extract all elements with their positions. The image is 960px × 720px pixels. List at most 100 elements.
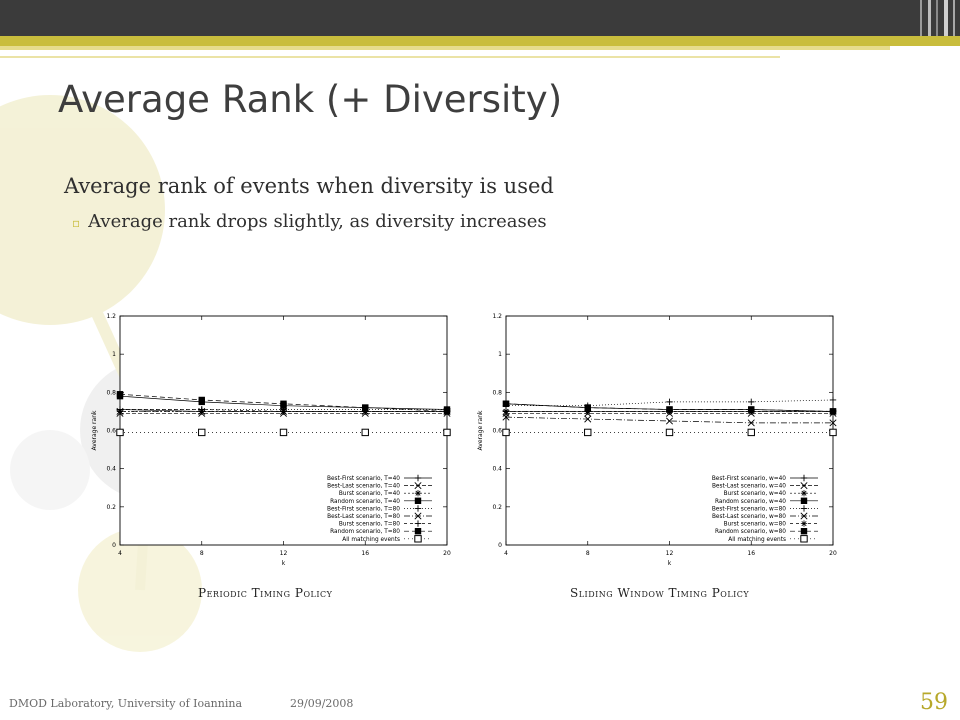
legend-marker <box>800 512 808 520</box>
legend-label: Best-Last scenario, T=80 <box>327 514 400 520</box>
legend-marker <box>414 535 422 543</box>
legend-label: Burst scenario, w=40 <box>724 491 787 497</box>
y-tick-label: 0.4 <box>106 466 116 473</box>
legend-label: All matching events <box>342 537 400 543</box>
y-tick-label: 0 <box>112 542 116 549</box>
legend-marker <box>414 520 422 527</box>
data-point <box>502 413 510 421</box>
y-tick-label: 0.6 <box>492 428 502 435</box>
series-line <box>506 399 834 407</box>
y-tick-label: 0.2 <box>492 504 502 511</box>
legend-marker <box>800 505 808 512</box>
data-point <box>584 415 592 423</box>
x-axis-label: k <box>282 560 286 567</box>
data-point <box>584 408 591 415</box>
legend-marker <box>414 482 422 490</box>
chart-periodic-timing-policy: 0 0.2 0.4 0.6 0.8 1 1.2 4 8 12 16 20 k Average rank Be… <box>91 313 451 567</box>
legend-marker <box>800 474 808 482</box>
data-point <box>666 398 673 406</box>
data-point <box>280 400 287 407</box>
legend-label: Burst scenario, T=80 <box>339 522 400 528</box>
legend-marker <box>414 490 422 497</box>
y-axis-label: Average rank <box>91 410 98 450</box>
legend-marker <box>800 497 808 504</box>
bullet-sub: ▫ Average rank drops slightly, as diversi… <box>72 211 547 232</box>
legend-label: All matching events <box>728 537 786 543</box>
data-point <box>362 404 369 411</box>
y-tick-label: 0.8 <box>492 389 502 396</box>
accent-band-secondary <box>0 46 890 50</box>
data-point <box>665 417 674 425</box>
data-point <box>829 396 837 404</box>
accent-band <box>0 36 960 46</box>
y-tick-label: 1 <box>498 351 502 358</box>
data-point <box>116 406 124 413</box>
legend-marker <box>800 520 808 527</box>
x-tick-label: 12 <box>280 550 288 557</box>
series-line <box>505 416 833 424</box>
y-tick-label: 1 <box>112 351 116 358</box>
chart-caption-periodic: Periodic Timing Policy <box>198 586 333 600</box>
accent-line <box>0 56 780 58</box>
legend-label: Burst scenario, T=40 <box>339 491 400 497</box>
data-point <box>280 408 287 415</box>
bullet-text: Average rank of events when diversity is… <box>64 174 554 198</box>
legend-label: Best-First scenario, T=40 <box>327 476 400 482</box>
data-point <box>584 404 591 411</box>
legend-marker <box>800 528 808 535</box>
data-point <box>829 408 837 415</box>
chart-caption-sliding-window: Sliding Window Timing Policy <box>570 586 750 600</box>
top-bar-stripes <box>920 0 955 36</box>
data-point <box>443 428 451 437</box>
x-tick-label: 16 <box>361 550 369 557</box>
footer-organization: DMOD Laboratory, University of Ioannina <box>9 697 243 710</box>
x-tick-label: 8 <box>586 550 590 557</box>
legend-marker <box>414 474 422 482</box>
legend-label: Best-Last scenario, T=40 <box>327 484 400 490</box>
data-point <box>502 400 510 407</box>
legend-label: Best-First scenario, w=80 <box>712 506 786 512</box>
data-point <box>502 428 510 437</box>
legend-marker <box>414 528 422 535</box>
y-tick-label: 0.4 <box>492 466 502 473</box>
data-point <box>584 428 592 437</box>
data-point <box>116 428 124 437</box>
legend-marker <box>800 490 808 497</box>
x-tick-label: 20 <box>829 550 837 557</box>
x-tick-label: 12 <box>666 550 674 557</box>
slide-title: Average Rank (+ Diversity) <box>58 78 563 121</box>
x-tick-label: 16 <box>747 550 755 557</box>
x-tick-label: 4 <box>504 550 508 557</box>
legend-label: Random scenario, T=40 <box>330 499 400 505</box>
legend-marker <box>414 505 422 512</box>
data-point <box>198 406 205 413</box>
y-tick-label: 0.6 <box>106 428 116 435</box>
y-axis-label: Average rank <box>477 410 484 450</box>
legend-label: Random scenario, w=40 <box>715 499 786 505</box>
chart-sliding-window-timing-policy: 0 0.2 0.4 0.6 0.8 1 1.2 4 8 12 16 20 k Average rank Be… <box>477 313 837 567</box>
square-bullet-icon: ▫ <box>72 216 81 230</box>
data-point <box>665 428 674 437</box>
legend-label: Random scenario, w=80 <box>715 529 786 535</box>
data-point <box>361 428 369 437</box>
page-number: 59 <box>920 690 948 715</box>
legend-marker <box>414 512 422 520</box>
data-point <box>198 428 206 437</box>
bullet-main: Average rank of events when diversity is… <box>64 174 554 198</box>
data-point <box>666 406 673 413</box>
legend-label: Best-Last scenario, w=80 <box>712 514 786 520</box>
data-point <box>829 428 837 437</box>
y-tick-label: 0.2 <box>106 504 116 511</box>
y-tick-label: 0 <box>498 542 502 549</box>
legend-label: Random scenario, T=80 <box>330 529 400 535</box>
sub-bullet-text: Average rank drops slightly, as diversit… <box>88 211 547 232</box>
x-tick-label: 8 <box>200 550 204 557</box>
legend-label: Best-First scenario, T=80 <box>327 506 400 512</box>
data-point <box>198 396 205 404</box>
data-point <box>829 419 837 427</box>
y-tick-label: 1.2 <box>106 313 116 320</box>
data-point <box>279 428 288 437</box>
legend-label: Burst scenario, w=80 <box>724 522 787 528</box>
data-point <box>443 408 451 415</box>
data-point <box>747 419 755 427</box>
